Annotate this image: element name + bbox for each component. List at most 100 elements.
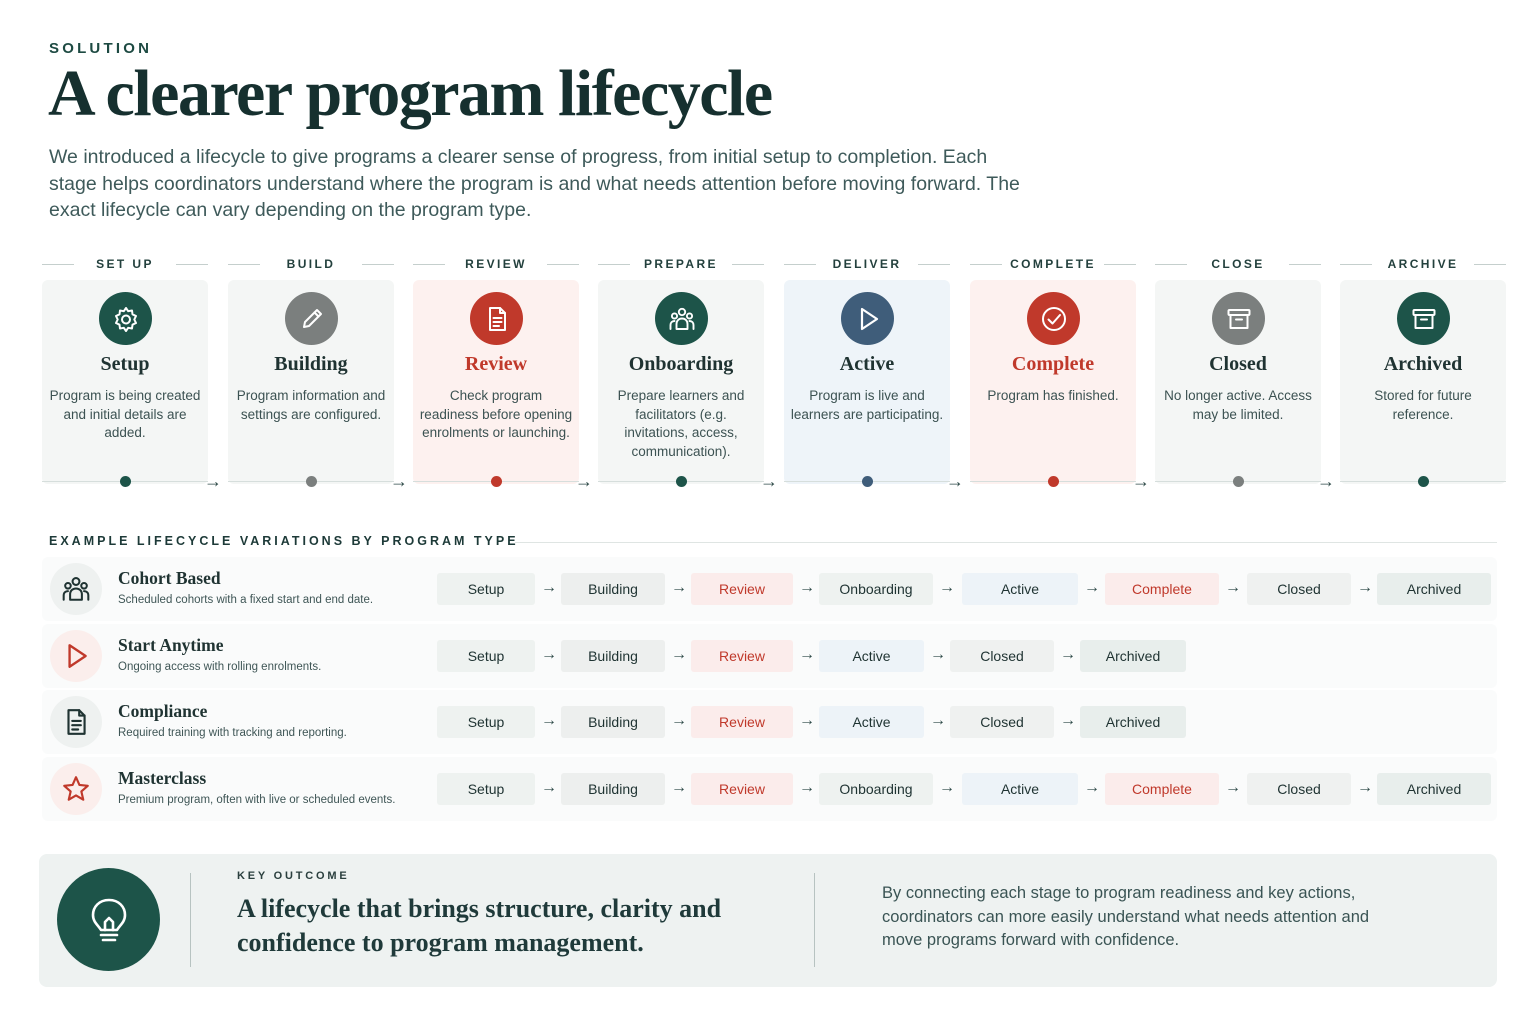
people-icon	[50, 563, 102, 615]
stage-dot	[1233, 476, 1244, 487]
section-eyebrow: SOLUTION	[49, 40, 153, 57]
stage-review: REVIEW Review Check program readiness befo…	[413, 254, 579, 490]
step-pill-archived: Archived	[1080, 640, 1186, 672]
document-icon	[50, 696, 102, 748]
key-outcome-title: A lifecycle that brings structure, clari…	[237, 894, 722, 957]
arrow-right-icon: →	[1060, 646, 1076, 663]
stage-title: Building	[274, 353, 348, 375]
stage-dot	[491, 476, 502, 487]
stage-label-rule	[918, 264, 950, 265]
variation-name: Compliance	[118, 701, 208, 721]
arrow-right-icon: →	[541, 579, 557, 596]
stage-title: Onboarding	[628, 353, 734, 375]
stage-card: Complete Program has finished.	[970, 280, 1136, 484]
step-pill-closed: Closed	[1247, 773, 1351, 805]
stage-phase-label: CLOSE	[1211, 257, 1265, 271]
stage-card: Review Check program readiness before ope…	[413, 280, 579, 484]
outcome-divider	[190, 873, 191, 967]
stage-title: Closed	[1209, 353, 1267, 375]
stage-title: Complete	[1011, 353, 1095, 375]
arrow-right-icon: →	[1357, 579, 1373, 596]
arrow-right-icon: →	[1084, 779, 1100, 796]
stage-label-rule	[970, 264, 1002, 265]
variation-name: Masterclass	[118, 768, 207, 788]
stage-label-rule	[732, 264, 764, 265]
stage-description: Program is being created and initial det…	[49, 388, 201, 440]
step-pill-setup: Setup	[437, 573, 535, 605]
stage-label-rule	[784, 264, 816, 265]
lightbulb-icon	[57, 868, 160, 971]
step-pill-building: Building	[561, 706, 665, 738]
stage-archived: ARCHIVE Archived Stored for future referen…	[1340, 254, 1506, 490]
arrow-right-icon: →	[1225, 779, 1241, 796]
arrow-right-icon: →	[760, 471, 778, 491]
play-icon	[841, 292, 894, 345]
stage-active: DELIVER Active Program is live and learner…	[784, 254, 950, 490]
stage-complete: COMPLETE Complete Program has finished.	[970, 254, 1136, 490]
arrow-right-icon: →	[799, 646, 815, 663]
arrow-right-icon: →	[939, 579, 955, 596]
variation-description: Premium program, often with live or sche…	[118, 794, 396, 806]
gear-icon	[99, 292, 152, 345]
stage-description: Program information and settings are con…	[236, 388, 386, 422]
step-pill-complete: Complete	[1105, 773, 1219, 805]
outcome-divider	[814, 873, 815, 967]
step-pill-onboarding: Onboarding	[819, 773, 933, 805]
stage-dot	[120, 476, 131, 487]
stage-phase-label: SET UP	[96, 257, 154, 271]
archive-box-icon	[1397, 292, 1450, 345]
stage-description: Prepare learners and facilitators (e.g. …	[617, 388, 745, 459]
variation-description: Required training with tracking and repo…	[118, 727, 347, 739]
step-pill-closed: Closed	[950, 640, 1054, 672]
step-pill-archived: Archived	[1377, 773, 1491, 805]
stage-description: Program has finished.	[987, 388, 1119, 403]
variation-row: Start Anytime Ongoing access with rolling…	[42, 624, 1497, 688]
stage-dot	[1418, 476, 1429, 487]
arrow-right-icon: →	[390, 471, 408, 491]
arrow-right-icon: →	[204, 471, 222, 491]
stage-card: Setup Program is being created and initia…	[42, 280, 208, 484]
document-icon	[470, 292, 523, 345]
step-pill-archived: Archived	[1080, 706, 1186, 738]
step-pill-building: Building	[561, 640, 665, 672]
stage-description: Program is live and learners are partici…	[790, 388, 944, 422]
stage-dot	[1048, 476, 1059, 487]
arrow-right-icon: →	[1357, 779, 1373, 796]
stage-setup: SET UP Setup Program is being created and …	[42, 254, 208, 490]
step-pill-archived: Archived	[1377, 573, 1491, 605]
step-pill-review: Review	[691, 640, 793, 672]
page-title: A clearer program lifecycle	[48, 57, 773, 130]
step-pill-setup: Setup	[437, 706, 535, 738]
variation-description: Ongoing access with rolling enrolments.	[118, 661, 322, 673]
stage-label-rule	[362, 264, 394, 265]
arrow-right-icon: →	[541, 712, 557, 729]
step-pill-setup: Setup	[437, 640, 535, 672]
step-pill-active: Active	[962, 573, 1078, 605]
people-icon	[655, 292, 708, 345]
stage-description: Check program readiness before opening e…	[419, 388, 573, 440]
stage-label-rule	[547, 264, 579, 265]
step-pill-review: Review	[691, 773, 793, 805]
stage-card: Active Program is live and learners are p…	[784, 280, 950, 484]
stage-dot	[862, 476, 873, 487]
step-pill-setup: Setup	[437, 773, 535, 805]
stage-title: Setup	[100, 353, 150, 375]
arrow-right-icon: →	[930, 646, 946, 663]
arrow-right-icon: →	[1317, 471, 1335, 491]
step-pill-onboarding: Onboarding	[819, 573, 933, 605]
step-pill-active: Active	[819, 706, 924, 738]
arrow-right-icon: →	[799, 579, 815, 596]
step-pill-active: Active	[962, 773, 1078, 805]
stage-building: BUILD Building Program information and set…	[228, 254, 394, 490]
arrow-right-icon: →	[671, 712, 687, 729]
stage-label-rule	[598, 264, 630, 265]
stage-description: No longer active. Access may be limited.	[1164, 388, 1312, 422]
stage-label-rule	[1104, 264, 1136, 265]
stage-card: Building Program information and settings…	[228, 280, 394, 484]
variation-description: Scheduled cohorts with a fixed start and…	[118, 594, 374, 606]
key-outcome-panel: KEY OUTCOME A lifecycle that brings stru…	[39, 854, 1497, 987]
stage-onboarding: PREPARE Onboarding Prepare learners and fa…	[598, 254, 764, 490]
stage-phase-label: COMPLETE	[1010, 257, 1096, 271]
arrow-right-icon: →	[946, 471, 964, 491]
variation-name: Cohort Based	[118, 568, 221, 588]
